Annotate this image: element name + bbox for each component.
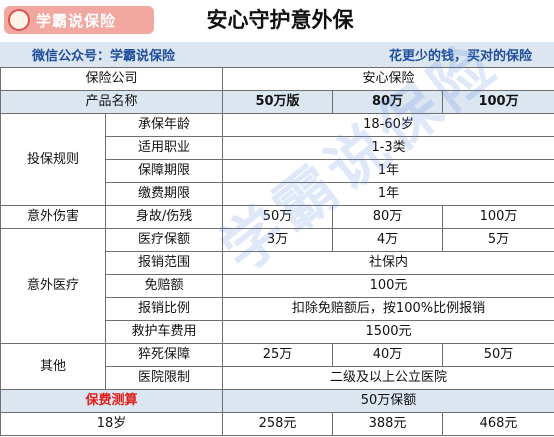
- cell: 1500元: [222, 320, 554, 344]
- cell: 二级及以上公立医院: [222, 366, 554, 390]
- cell: 保险公司: [0, 67, 224, 91]
- cell: 承保年龄: [104, 113, 224, 137]
- row: 报销范围 社保内: [1, 251, 554, 275]
- cell: 投保规则: [0, 113, 106, 206]
- header: 学霸说保险 安心守护意外保: [0, 0, 554, 42]
- cell: 其他: [0, 343, 106, 390]
- cell: 报销比例: [104, 297, 224, 321]
- cell: 3万: [222, 228, 334, 252]
- table: 保险公司 安心保险 产品名称 50万版 80万 100万 投保规则 承保年龄 18-60岁 …: [0, 67, 554, 436]
- row: 免赔额 100元: [1, 274, 554, 298]
- cell: 388元: [332, 412, 444, 436]
- cell: 50万: [442, 343, 554, 367]
- cell: 468元: [442, 412, 554, 436]
- cell: 报销范围: [104, 251, 224, 275]
- row: 适用职业 1-3类: [1, 136, 554, 160]
- cell: 保费测算: [0, 389, 224, 413]
- cell: 100万: [442, 205, 554, 229]
- account: 微信公众号：学霸说保险: [32, 49, 176, 64]
- cell: 产品名称: [0, 90, 224, 114]
- cell: 50万保额: [222, 389, 554, 413]
- cell: 扣除免赔额后，按100%比例报销: [222, 297, 554, 321]
- logo: 学霸说保险: [4, 6, 154, 34]
- cell: 适用职业: [104, 136, 224, 160]
- title: 安心守护意外保: [206, 8, 354, 32]
- cell: 1-3类: [222, 136, 554, 160]
- row: 意外医疗 医疗保额 3万 4万 5万: [0, 228, 554, 344]
- row: 缴费期限 1年: [1, 182, 554, 206]
- logo-icon: [8, 9, 30, 31]
- cell: 意外医疗: [0, 228, 106, 344]
- cell: 258元: [222, 412, 334, 436]
- cell: 1年: [222, 159, 554, 183]
- row: 报销比例 扣除免赔额后，按100%比例报销: [1, 297, 554, 321]
- cell: 50万版: [222, 90, 334, 114]
- cell: 18岁: [0, 412, 224, 436]
- cell: 缴费期限: [104, 182, 224, 206]
- row: 其他 猝死保障 25万 40万 50万: [0, 343, 554, 390]
- subheader: 微信公众号：学霸说保险 花更少的钱，买对的保险: [0, 42, 554, 67]
- cell: 社保内: [222, 251, 554, 275]
- row: 产品名称 50万版 80万 100万: [0, 90, 554, 114]
- slogan: 花更少的钱，买对的保险: [388, 49, 532, 64]
- row: 保费测算 50万保额: [0, 389, 554, 413]
- row: 投保规则 承保年龄 18-60岁: [0, 113, 554, 206]
- logo-text: 学霸说保险: [36, 11, 117, 30]
- cell: 25万: [222, 343, 334, 367]
- cell: 80万: [332, 205, 444, 229]
- row: 医院限制 二级及以上公立医院: [1, 366, 554, 390]
- cell: 1年: [222, 182, 554, 206]
- cell: 猝死保障: [104, 343, 224, 367]
- cell: 身故/伤残: [104, 205, 224, 229]
- cell: 100万: [442, 90, 554, 114]
- row: 救护车费用 1500元: [1, 320, 554, 344]
- cell: 意外伤害: [0, 205, 106, 229]
- cell: 80万: [332, 90, 444, 114]
- cell: 18-60岁: [222, 113, 554, 137]
- cell: 保障期限: [104, 159, 224, 183]
- cell: 5万: [442, 228, 554, 252]
- row: 保险公司 安心保险: [0, 67, 554, 91]
- cell: 100元: [222, 274, 554, 298]
- cell: 免赔额: [104, 274, 224, 298]
- cell: 40万: [332, 343, 444, 367]
- row: 意外伤害 身故/伤残 50万 80万 100万: [0, 205, 554, 229]
- cell: 50万: [222, 205, 334, 229]
- row: 18岁 258元 388元 468元: [0, 412, 554, 436]
- cell: 医疗保额: [104, 228, 224, 252]
- cell: 救护车费用: [104, 320, 224, 344]
- cell: 医院限制: [104, 366, 224, 390]
- cell: 安心保险: [222, 67, 554, 91]
- cell: 4万: [332, 228, 444, 252]
- row: 保障期限 1年: [1, 159, 554, 183]
